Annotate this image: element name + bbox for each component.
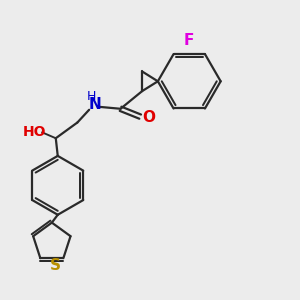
Text: HO: HO: [22, 125, 46, 139]
Text: N: N: [89, 98, 101, 112]
Text: O: O: [142, 110, 155, 125]
Text: S: S: [50, 259, 61, 274]
Text: F: F: [184, 33, 194, 48]
Text: H: H: [86, 91, 96, 103]
